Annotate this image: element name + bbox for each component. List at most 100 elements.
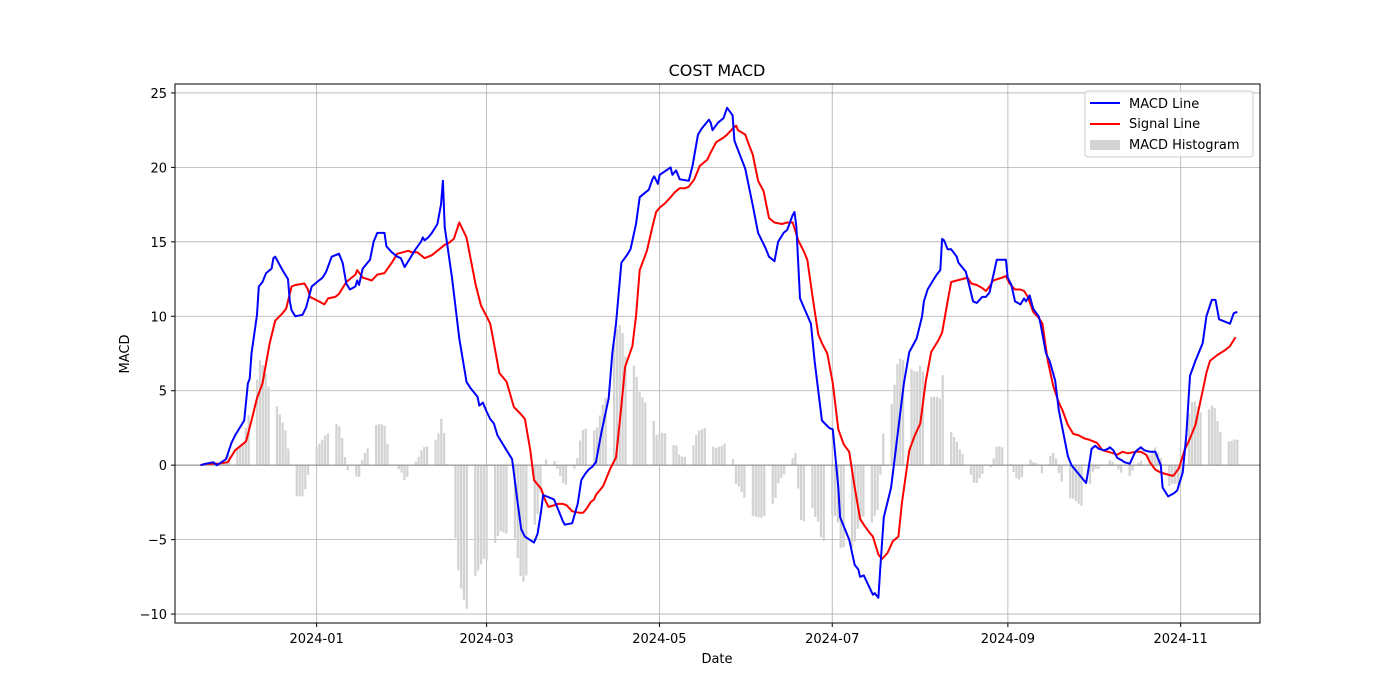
histogram-bar: [377, 423, 381, 466]
histogram-bar: [992, 458, 995, 466]
histogram-bar: [856, 465, 859, 529]
histogram-bar: [318, 443, 321, 466]
histogram-bar: [1120, 465, 1123, 473]
histogram-bar: [505, 465, 508, 534]
chart-title: COST MACD: [669, 61, 766, 80]
histogram-bar: [1179, 465, 1182, 482]
histogram-bar: [301, 465, 304, 497]
histogram-bar: [457, 465, 460, 571]
histogram-bar: [1097, 465, 1100, 469]
histogram-bar: [236, 448, 239, 466]
histogram-bar: [1111, 461, 1114, 466]
histogram-bar: [1219, 431, 1222, 466]
legend-box: [1084, 90, 1254, 158]
histogram-bar: [341, 437, 344, 466]
histogram-bar: [247, 415, 250, 466]
histogram-bar: [522, 465, 525, 582]
histogram-bar: [777, 465, 780, 484]
histogram-bar: [1176, 465, 1179, 484]
histogram-bar: [366, 448, 369, 466]
histogram-bar: [638, 391, 641, 466]
histogram-bar: [658, 433, 661, 466]
histogram-bar: [479, 465, 483, 565]
histogram-bar: [901, 359, 905, 466]
macd-line: [200, 106, 1238, 599]
histogram-bar: [1069, 465, 1072, 499]
histogram-bar: [1057, 465, 1060, 473]
histogram-bar: [811, 465, 814, 508]
histogram-bar: [1074, 465, 1077, 502]
legend-signal-line-label: Signal Line: [1129, 117, 1200, 132]
histogram-bar: [1216, 421, 1219, 466]
histogram-bar: [879, 465, 882, 475]
histogram-bar: [1139, 460, 1143, 466]
legend-histogram-swatch: [1090, 140, 1120, 150]
histogram-bar: [1020, 465, 1024, 477]
series-lines: [200, 106, 1238, 599]
histogram-bar: [275, 406, 279, 466]
histogram-bar: [513, 465, 517, 539]
histogram-bar: [403, 465, 406, 481]
histogram-bar: [1128, 465, 1131, 476]
histogram-bar: [383, 425, 386, 466]
histogram-bar: [1233, 439, 1236, 466]
histogram-bar: [539, 465, 542, 493]
histogram-bar: [581, 429, 585, 466]
y-axis-label: MACD: [118, 335, 133, 374]
histogram-bar: [961, 453, 964, 466]
histogram-bar: [737, 465, 740, 487]
x-tick-label: 2024-11: [1154, 632, 1208, 647]
histogram-bar: [578, 440, 582, 466]
histogram-bar: [1018, 465, 1021, 480]
histogram-bar: [760, 465, 763, 518]
histogram-bar: [714, 448, 718, 466]
histogram-bar: [1117, 465, 1120, 470]
histogram-bar: [1054, 458, 1058, 466]
histogram-bar: [822, 465, 825, 541]
histogram-bar: [462, 465, 466, 600]
histogram-bar: [355, 465, 358, 477]
histogram-bar: [1196, 406, 1199, 466]
histogram-bar: [298, 465, 301, 497]
histogram-bar: [740, 465, 743, 492]
histogram-bar: [952, 436, 956, 466]
histogram-bar: [916, 371, 919, 466]
histogram-bar: [958, 449, 961, 466]
histogram-bar: [882, 433, 885, 466]
histogram-bar: [655, 434, 658, 466]
histogram-bar: [717, 446, 721, 466]
histogram-bar: [1052, 452, 1055, 466]
histogram-bar: [1193, 401, 1196, 466]
histogram-bar: [975, 465, 978, 484]
histogram-bar: [499, 465, 502, 532]
histogram-bar: [774, 465, 777, 498]
histogram-bar: [442, 432, 446, 466]
histogram-bar: [454, 465, 457, 539]
histogram-bar: [437, 433, 440, 466]
histogram-bar: [870, 465, 874, 523]
histogram-bar: [304, 465, 307, 490]
histogram-bar: [644, 402, 647, 466]
histogram-bar: [324, 435, 327, 466]
histogram-bar: [267, 386, 270, 466]
histogram-bar: [910, 368, 913, 466]
histogram-bar: [1230, 440, 1233, 466]
histogram-bar: [525, 465, 528, 576]
histogram-bar: [683, 457, 687, 466]
histogram-bar: [935, 396, 939, 466]
legend-histogram-label: MACD Histogram: [1129, 138, 1240, 153]
y-tick-label: 20: [150, 161, 167, 176]
histogram-bar: [734, 465, 738, 484]
histogram-bar: [1236, 439, 1239, 466]
histogram-bars: [199, 324, 1239, 609]
histogram-bar: [258, 360, 262, 466]
histogram-bar: [1060, 465, 1063, 482]
histogram-bar: [632, 365, 636, 466]
histogram-bar: [601, 404, 604, 466]
histogram-bar: [950, 432, 953, 466]
histogram-bar: [264, 373, 267, 466]
histogram-bar: [420, 450, 423, 466]
histogram-bar: [493, 465, 497, 543]
histogram-bar: [465, 465, 468, 609]
histogram-bar: [896, 363, 899, 466]
